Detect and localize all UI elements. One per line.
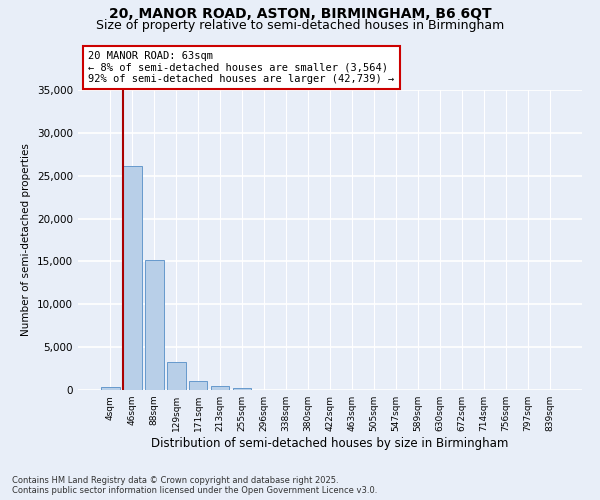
Text: 20, MANOR ROAD, ASTON, BIRMINGHAM, B6 6QT: 20, MANOR ROAD, ASTON, BIRMINGHAM, B6 6Q…: [109, 8, 491, 22]
Bar: [233, 388, 251, 390]
Text: 20 MANOR ROAD: 63sqm
← 8% of semi-detached houses are smaller (3,564)
92% of sem: 20 MANOR ROAD: 63sqm ← 8% of semi-detach…: [88, 51, 394, 84]
Bar: [101, 386, 119, 390]
Bar: [167, 362, 185, 390]
Y-axis label: Number of semi-detached properties: Number of semi-detached properties: [22, 144, 31, 336]
Bar: [189, 380, 208, 390]
Text: Contains HM Land Registry data © Crown copyright and database right 2025.
Contai: Contains HM Land Registry data © Crown c…: [12, 476, 377, 495]
Bar: [123, 166, 142, 390]
Bar: [145, 260, 164, 390]
Text: Size of property relative to semi-detached houses in Birmingham: Size of property relative to semi-detach…: [96, 19, 504, 32]
X-axis label: Distribution of semi-detached houses by size in Birmingham: Distribution of semi-detached houses by …: [151, 437, 509, 450]
Bar: [211, 386, 229, 390]
